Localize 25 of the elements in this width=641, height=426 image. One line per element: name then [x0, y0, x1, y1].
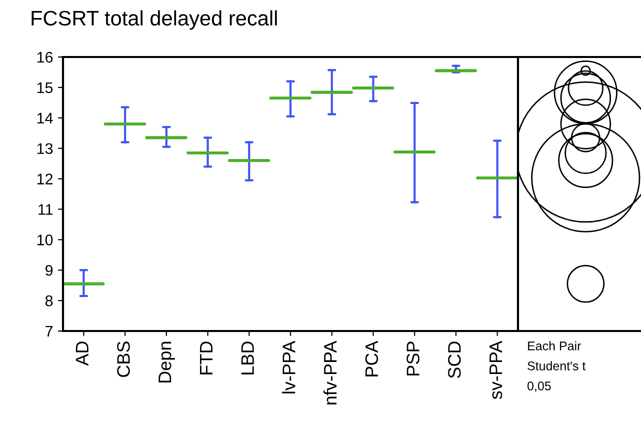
y-tick-label: 10: [37, 234, 53, 246]
y-tick-label: 12: [37, 174, 53, 184]
text: Student's t: [528, 361, 586, 370]
x-tick-label: lv-PPA: [282, 340, 296, 394]
y-tick-label: 14: [37, 112, 53, 124]
x-tick-label: PCA: [365, 340, 378, 376]
y-tick-label: 9: [46, 264, 53, 276]
x-tick-label: SCD: [448, 342, 461, 378]
x-tick-label: nfv-PPA: [323, 340, 337, 404]
y-tick-label: 13: [37, 143, 53, 154]
chart-title: FCSRT total delayed recall: [32, 10, 277, 30]
x-tick-label: FTD: [200, 342, 212, 374]
text: Each Pair: [528, 341, 581, 350]
x-tick-label: sv-PPA: [490, 340, 502, 400]
x-tick-label: LBD: [241, 342, 254, 374]
y-tick-label: 15: [37, 82, 53, 94]
y-tick-label: 11: [38, 204, 53, 215]
x-tick-label: Depn: [158, 342, 175, 382]
x-tick-label: CBS: [117, 342, 130, 377]
text: 0,05: [527, 382, 551, 392]
y-tick-label: 8: [45, 295, 53, 306]
y-tick-label: 7: [46, 326, 53, 337]
x-tick-label: AD: [76, 342, 88, 366]
x-tick-label: PSP: [406, 342, 420, 376]
y-tick-label: 16: [37, 52, 53, 63]
